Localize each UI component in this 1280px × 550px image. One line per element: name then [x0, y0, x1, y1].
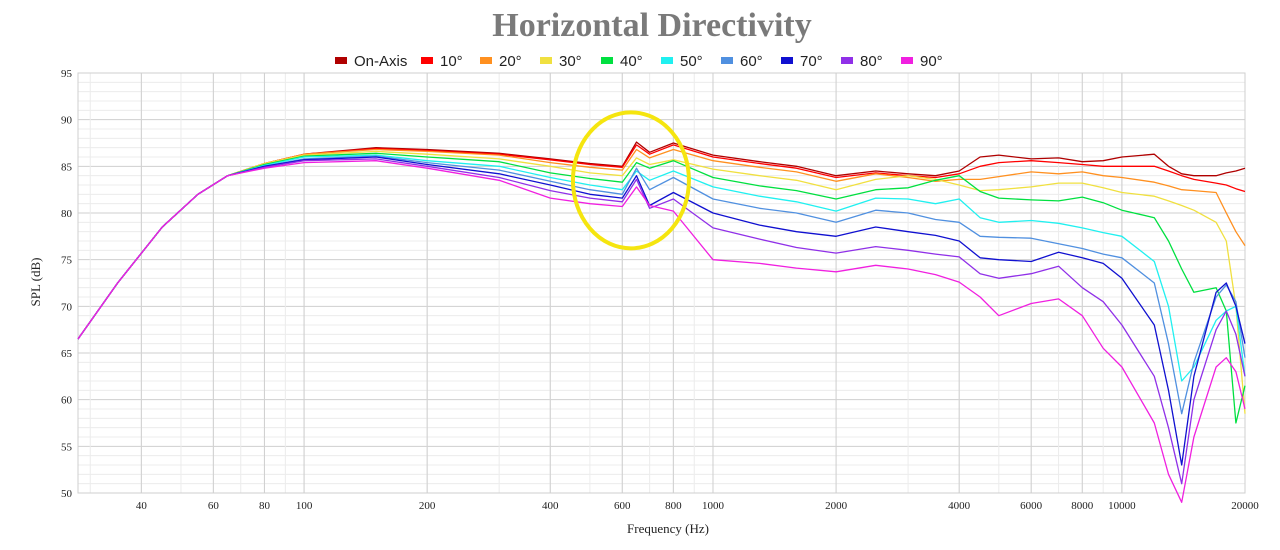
legend-label: 80° [860, 53, 883, 70]
x-axis-ticks: 40 60 80 100 200 400 600 800 1000 2000 4000 6000 800… [136, 500, 1259, 512]
plot-frame [77, 72, 1246, 494]
legend-label: 20° [499, 53, 522, 70]
legend-swatch [661, 57, 673, 64]
y-tick-label: 55 [61, 441, 73, 453]
series-line-90deg [77, 160, 1246, 503]
legend-swatch [421, 57, 433, 64]
x-tick-label: 600 [614, 500, 631, 512]
y-tick-label: 85 [61, 161, 73, 173]
legend-label: 40° [620, 53, 643, 70]
y-tick-label: 70 [61, 301, 73, 313]
series-lines [77, 141, 1246, 503]
legend-swatch [540, 57, 552, 64]
y-tick-label: 95 [61, 68, 73, 80]
x-tick-label: 2000 [825, 500, 848, 512]
x-tick-label: 80 [259, 500, 271, 512]
series-line-10deg [77, 144, 1246, 340]
legend-label: 90° [920, 53, 943, 70]
legend-swatch [335, 57, 347, 64]
series-line-80deg [77, 158, 1246, 485]
y-tick-label: 65 [61, 348, 73, 360]
legend-label: 30° [559, 53, 582, 70]
x-tick-label: 20000 [1231, 500, 1259, 512]
series-line-30deg [77, 150, 1246, 414]
x-tick-label: 400 [542, 500, 559, 512]
x-tick-label: 40 [136, 500, 148, 512]
x-tick-label: 4000 [948, 500, 971, 512]
legend-swatch [601, 57, 613, 64]
x-tick-label: 10000 [1108, 500, 1136, 512]
y-tick-label: 50 [61, 488, 73, 500]
legend-label: On-Axis [354, 53, 407, 70]
legend-swatch [901, 57, 913, 64]
y-axis-label: SPL (dB) [28, 258, 43, 307]
x-tick-label: 8000 [1071, 500, 1094, 512]
legend-swatch [721, 57, 733, 64]
y-axis-ticks: 50 55 60 65 70 75 80 85 90 95 [61, 68, 73, 500]
y-tick-label: 60 [61, 395, 73, 407]
legend-label: 60° [740, 53, 763, 70]
legend: On-Axis 10° 20° 30° 40° 50° 60° 70° 80° 90° [335, 53, 943, 70]
series-line-40deg [77, 152, 1246, 424]
legend-label: 50° [680, 53, 703, 70]
x-tick-label: 800 [665, 500, 682, 512]
x-tick-label: 200 [419, 500, 436, 512]
legend-label: 10° [440, 53, 463, 70]
series-line-70deg [77, 156, 1246, 466]
y-tick-label: 80 [61, 208, 73, 220]
chart-title: Horizontal Directivity [492, 7, 811, 44]
annotation-ellipse [570, 110, 691, 251]
x-tick-label: 100 [296, 500, 313, 512]
legend-swatch [781, 57, 793, 64]
x-tick-label: 60 [208, 500, 220, 512]
grid [78, 72, 1246, 494]
series-line-60deg [77, 155, 1246, 415]
x-tick-label: 6000 [1020, 500, 1043, 512]
legend-swatch [841, 57, 853, 64]
y-tick-label: 90 [61, 115, 73, 127]
series-line-50deg [77, 154, 1246, 382]
legend-swatch [480, 57, 492, 64]
x-axis-label: Frequency (Hz) [627, 521, 709, 536]
y-tick-label: 75 [61, 255, 73, 267]
series-line-20deg [77, 148, 1246, 340]
legend-label: 70° [800, 53, 823, 70]
x-tick-label: 1000 [702, 500, 725, 512]
